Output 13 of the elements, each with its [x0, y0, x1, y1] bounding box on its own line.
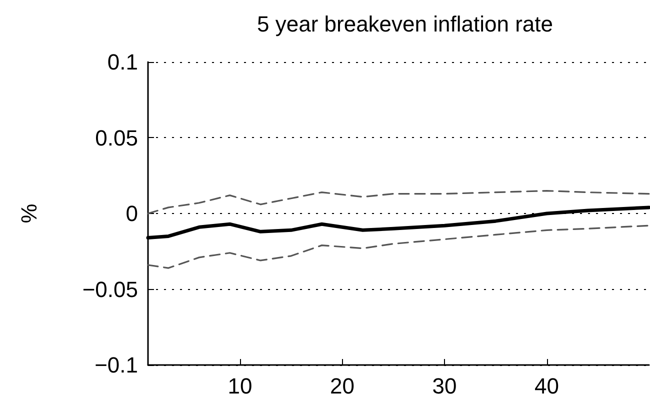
x-tick-label: 30: [432, 374, 457, 398]
y-tick-label: 0.1: [107, 50, 138, 74]
y-tick-label: 0.05: [95, 125, 138, 150]
y-tick-label: −0.05: [82, 276, 138, 302]
x-tick-label: 20: [330, 374, 355, 398]
chart-title: 5 year breakeven inflation rate: [257, 12, 553, 36]
y-axis-title: %: [16, 204, 42, 224]
x-tick-label: 10: [228, 374, 252, 398]
line-series: [147, 190, 650, 214]
line-series: [147, 224, 650, 269]
x-tick-label: 40: [534, 374, 559, 398]
y-tick-label: 0: [126, 201, 138, 226]
y-tick-label: −0.1: [94, 352, 138, 378]
